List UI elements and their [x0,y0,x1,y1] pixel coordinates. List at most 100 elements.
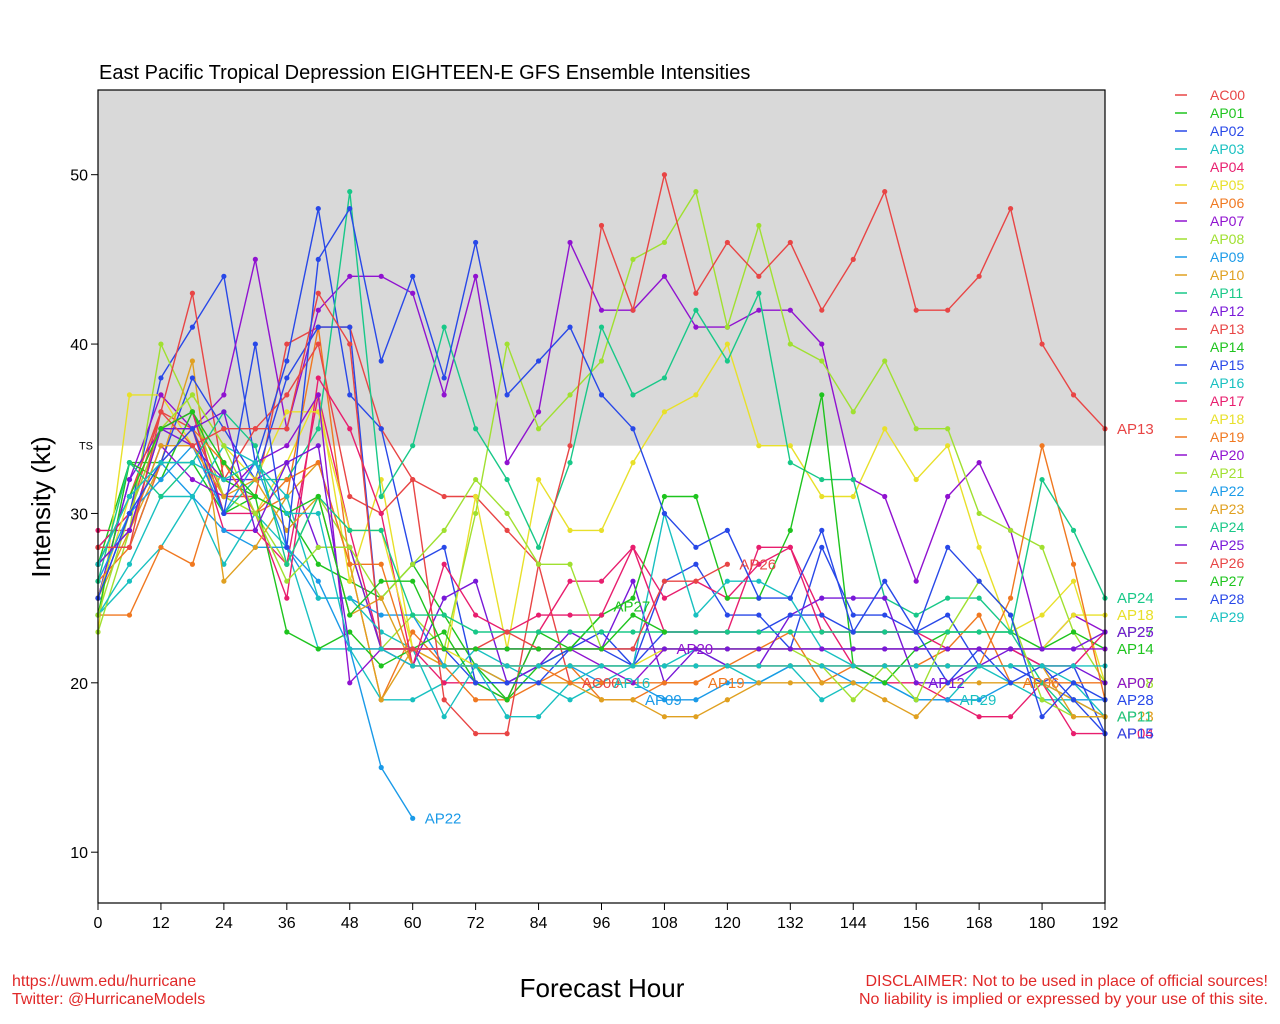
data-point [1070,629,1077,635]
data-point [441,527,447,533]
data-point [158,341,164,347]
data-point [252,460,258,466]
data-point [976,646,982,652]
data-point [787,443,793,449]
twitter-handle[interactable]: Twitter: @HurricaneModels [12,991,206,1008]
data-point [158,493,164,500]
legend-label: AP29 [1210,609,1244,625]
data-point [913,476,919,483]
data-point [1039,680,1045,686]
data-point [756,578,762,584]
data-point [945,443,951,449]
data-point [598,392,605,398]
website-link[interactable]: https://uwm.edu/hurricane [12,973,197,990]
data-point [410,476,416,483]
legend-label: AP10 [1210,267,1244,283]
data-point [882,578,888,584]
data-point [630,307,636,313]
x-tick-label: 48 [341,915,359,932]
data-point [567,612,573,618]
series-end-label: AP22 [425,810,462,827]
data-point [630,578,636,584]
data-point [315,375,321,381]
data-point [252,341,258,347]
data-point [473,493,479,500]
data-point [535,612,542,618]
data-point [284,595,290,601]
data-point [315,595,321,601]
data-point [756,222,762,229]
data-point [378,663,384,669]
data-point [473,646,479,652]
data-point [126,527,133,533]
data-point [158,426,164,432]
legend-label: AP02 [1210,123,1244,139]
data-point [913,307,919,313]
series-end-label: AP15 [1117,726,1154,743]
data-point [787,544,793,550]
series-end-label: AP07 [1117,675,1154,692]
legend-label: AC00 [1210,87,1245,103]
data-point [378,273,384,279]
data-point [347,561,353,567]
data-point [630,646,636,652]
data-point [410,273,416,279]
data-point [787,341,793,347]
legend-label: AP11 [1210,285,1243,301]
data-point [189,358,196,364]
data-point [882,629,888,635]
x-tick-label: 120 [714,915,741,932]
data-point [630,426,636,432]
data-point [252,544,258,550]
data-point [410,578,416,584]
data-point [630,697,636,703]
data-point [819,392,825,398]
data-point [693,714,699,720]
data-point [693,680,699,686]
data-point [882,680,888,686]
series-end-label: AP29 [960,692,997,709]
data-point [315,578,321,584]
data-point [661,629,668,635]
data-point [976,612,982,618]
series-end-label: AP23 [1117,709,1154,726]
legend: AC00 AP01 AP02 AP03 AP04 AP05 AP06 AP07 AP08 AP09… [1175,87,1245,625]
data-point [661,375,668,381]
data-point [756,595,762,601]
series-end-label: AP20 [676,641,713,658]
data-point [945,544,951,550]
x-tick-label: 36 [278,915,296,932]
data-point [976,510,982,517]
data-point [819,646,825,652]
data-point [724,629,730,635]
axis-ticks: 0 12 24 36 48 60 72 84 96 108 120 132 144 156 168 180 19… [70,168,1118,932]
data-point [882,612,888,618]
data-point [598,222,605,229]
series-end-label: AP09 [645,692,682,709]
data-point [315,256,321,262]
data-point [284,493,290,500]
data-point [598,578,605,584]
data-point [945,493,951,500]
data-point [473,612,479,618]
data-point [787,629,793,635]
data-point [284,443,290,449]
data-point [441,612,447,618]
data-point [347,527,353,533]
legend-label: AP03 [1210,141,1244,157]
data-point [252,426,258,432]
data-point [945,307,951,313]
data-point [882,358,888,364]
data-point [787,612,793,618]
data-point [598,324,605,330]
data-point [693,189,699,195]
footer-credits: https://uwm.edu/hurricane Twitter: @Hurr… [12,973,205,1009]
data-point [819,544,825,550]
data-point [284,544,290,550]
data-point [630,460,636,466]
data-point [850,409,856,415]
chart-title: East Pacific Tropical Depression EIGHTEE… [99,62,750,84]
data-point [158,476,164,483]
data-point [1070,578,1077,584]
data-point [1039,612,1045,618]
